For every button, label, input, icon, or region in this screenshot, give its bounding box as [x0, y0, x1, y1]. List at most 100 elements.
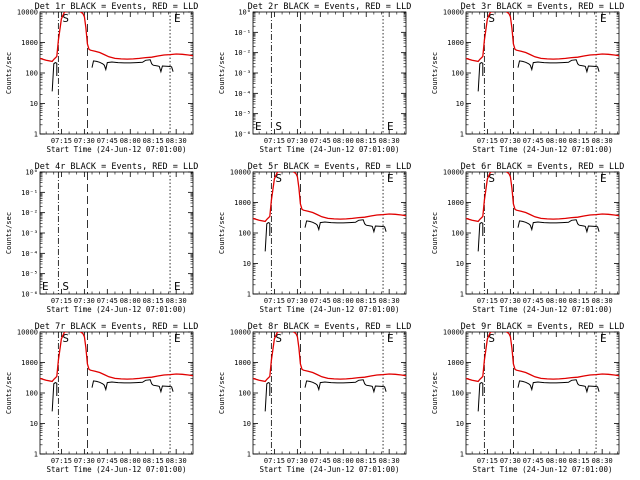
- y-axis-label: Counts/sec: [5, 372, 13, 414]
- y-tick-label: 1000: [447, 39, 464, 47]
- y-tick-label: 100: [238, 230, 251, 238]
- marker-label: S: [275, 120, 282, 133]
- y-tick-label: 1000: [447, 359, 464, 367]
- x-axis-label: Start Time (24-Jun-12 07:01:00): [47, 145, 187, 154]
- x-tick-label: 07:15: [264, 457, 285, 465]
- marker-label: S: [62, 280, 69, 293]
- series-lld-line: [40, 332, 193, 383]
- x-tick-label: 08:00: [120, 137, 141, 145]
- y-tick-label: 1000: [447, 199, 464, 207]
- panel-title: Det 8r BLACK = Events, RED = LLD: [248, 322, 412, 332]
- series-events-line: [477, 222, 484, 252]
- y-tick-label: 10⁻²: [234, 49, 251, 57]
- panel-title: Det 3r BLACK = Events, RED = LLD: [461, 2, 625, 12]
- marker-label: S: [275, 332, 282, 345]
- y-tick-label: 10: [30, 420, 38, 428]
- x-tick-label: 07:15: [264, 297, 285, 305]
- y-tick-label: 1000: [234, 359, 251, 367]
- x-tick-label: 08:15: [143, 137, 164, 145]
- y-tick-label: 10⁻⁴: [234, 90, 251, 98]
- x-tick-label: 08:00: [546, 297, 567, 305]
- x-tick-label: 08:30: [379, 457, 400, 465]
- x-tick-label: 07:45: [523, 297, 544, 305]
- x-tick-label: 08:30: [592, 457, 613, 465]
- panel-det-7: Det 7r BLACK = Events, RED = LLD 1 10 100 10…: [5, 322, 198, 474]
- x-tick-label: 07:45: [97, 297, 118, 305]
- panel-det-1: Det 1r BLACK = Events, RED = LLD 1 10 100 10…: [5, 2, 198, 154]
- x-tick-label: 08:15: [356, 137, 377, 145]
- x-tick-label: 07:45: [97, 137, 118, 145]
- y-tick-label: 10: [243, 420, 251, 428]
- x-tick-label: 07:30: [74, 457, 95, 465]
- x-tick-label: 08:30: [166, 137, 187, 145]
- x-tick-label: 07:30: [500, 137, 521, 145]
- marker-label: E: [387, 172, 394, 185]
- marker-label: S: [488, 12, 495, 25]
- y-axis-label: Counts/sec: [431, 212, 439, 254]
- y-tick-label: 10: [456, 100, 464, 108]
- y-tick-label: 10⁻¹: [21, 189, 38, 197]
- panel-title: Det 1r BLACK = Events, RED = LLD: [35, 2, 199, 12]
- series-lld-line: [466, 12, 619, 63]
- series-events-line: [304, 219, 387, 234]
- y-tick-label: 10: [243, 260, 251, 268]
- panel-det-9: Det 9r BLACK = Events, RED = LLD 1 10 100 10…: [431, 322, 624, 474]
- x-tick-label: 08:30: [379, 297, 400, 305]
- y-tick-label: 10⁻⁵: [234, 110, 251, 118]
- marker-label: E: [387, 332, 394, 345]
- y-axis-label: Counts/sec: [5, 212, 13, 254]
- y-tick-label: 10⁻³: [21, 230, 38, 238]
- panel-title: Det 2r BLACK = Events, RED = LLD: [248, 2, 412, 12]
- x-tick-label: 08:00: [546, 457, 567, 465]
- x-tick-label: 07:45: [310, 137, 331, 145]
- y-tick-label: 10⁻²: [21, 209, 38, 217]
- panel-det-5: Det 5r BLACK = Events, RED = LLD 1 10 100 10…: [218, 162, 411, 314]
- x-axis-label: Start Time (24-Jun-12 07:01:00): [47, 305, 187, 314]
- y-tick-label: 100: [451, 70, 464, 78]
- panel-det-3: Det 3r BLACK = Events, RED = LLD 1 10 100 10…: [431, 2, 624, 154]
- marker-label: S: [62, 332, 69, 345]
- marker-label-extra: E: [42, 280, 49, 293]
- y-tick-label: 1000: [234, 199, 251, 207]
- marker-label: S: [62, 12, 69, 25]
- x-tick-label: 07:45: [310, 297, 331, 305]
- x-tick-label: 08:00: [333, 297, 354, 305]
- panel-title: Det 7r BLACK = Events, RED = LLD: [35, 322, 199, 332]
- y-tick-label: 10: [456, 420, 464, 428]
- marker-label: E: [387, 120, 394, 133]
- marker-label: E: [600, 12, 607, 25]
- y-tick-label: 1: [460, 291, 464, 299]
- marker-label: E: [600, 332, 607, 345]
- y-tick-label: 1000: [21, 39, 38, 47]
- x-tick-label: 08:15: [569, 457, 590, 465]
- y-tick-label: 10000: [443, 169, 464, 177]
- y-tick-label: 1: [460, 131, 464, 139]
- y-tick-label: 10000: [230, 169, 251, 177]
- y-tick-label: 10000: [17, 329, 38, 337]
- series-events-line: [304, 379, 387, 394]
- y-axis-label: Counts/sec: [218, 372, 226, 414]
- x-tick-label: 07:30: [287, 457, 308, 465]
- series-events-line: [51, 382, 58, 412]
- x-axis-label: Start Time (24-Jun-12 07:01:00): [47, 465, 187, 474]
- y-tick-label: 100: [25, 390, 38, 398]
- marker-label: S: [275, 172, 282, 185]
- y-tick-label: 10: [30, 100, 38, 108]
- x-tick-label: 08:00: [333, 137, 354, 145]
- marker-label-extra: E: [255, 120, 262, 133]
- x-tick-label: 07:15: [264, 137, 285, 145]
- x-tick-label: 08:30: [592, 297, 613, 305]
- series-lld-line: [466, 172, 619, 223]
- y-tick-label: 10000: [230, 329, 251, 337]
- y-tick-label: 10⁻³: [234, 70, 251, 78]
- series-events-line: [264, 222, 271, 252]
- series-events-line: [91, 59, 174, 74]
- y-tick-label: 100: [25, 70, 38, 78]
- y-axis-label: Counts/sec: [431, 372, 439, 414]
- y-tick-label: 100: [451, 390, 464, 398]
- y-tick-label: 10000: [443, 329, 464, 337]
- y-tick-label: 10⁻⁴: [21, 250, 38, 258]
- y-tick-label: 10: [456, 260, 464, 268]
- series-lld-line: [40, 12, 193, 63]
- marker-label: S: [488, 172, 495, 185]
